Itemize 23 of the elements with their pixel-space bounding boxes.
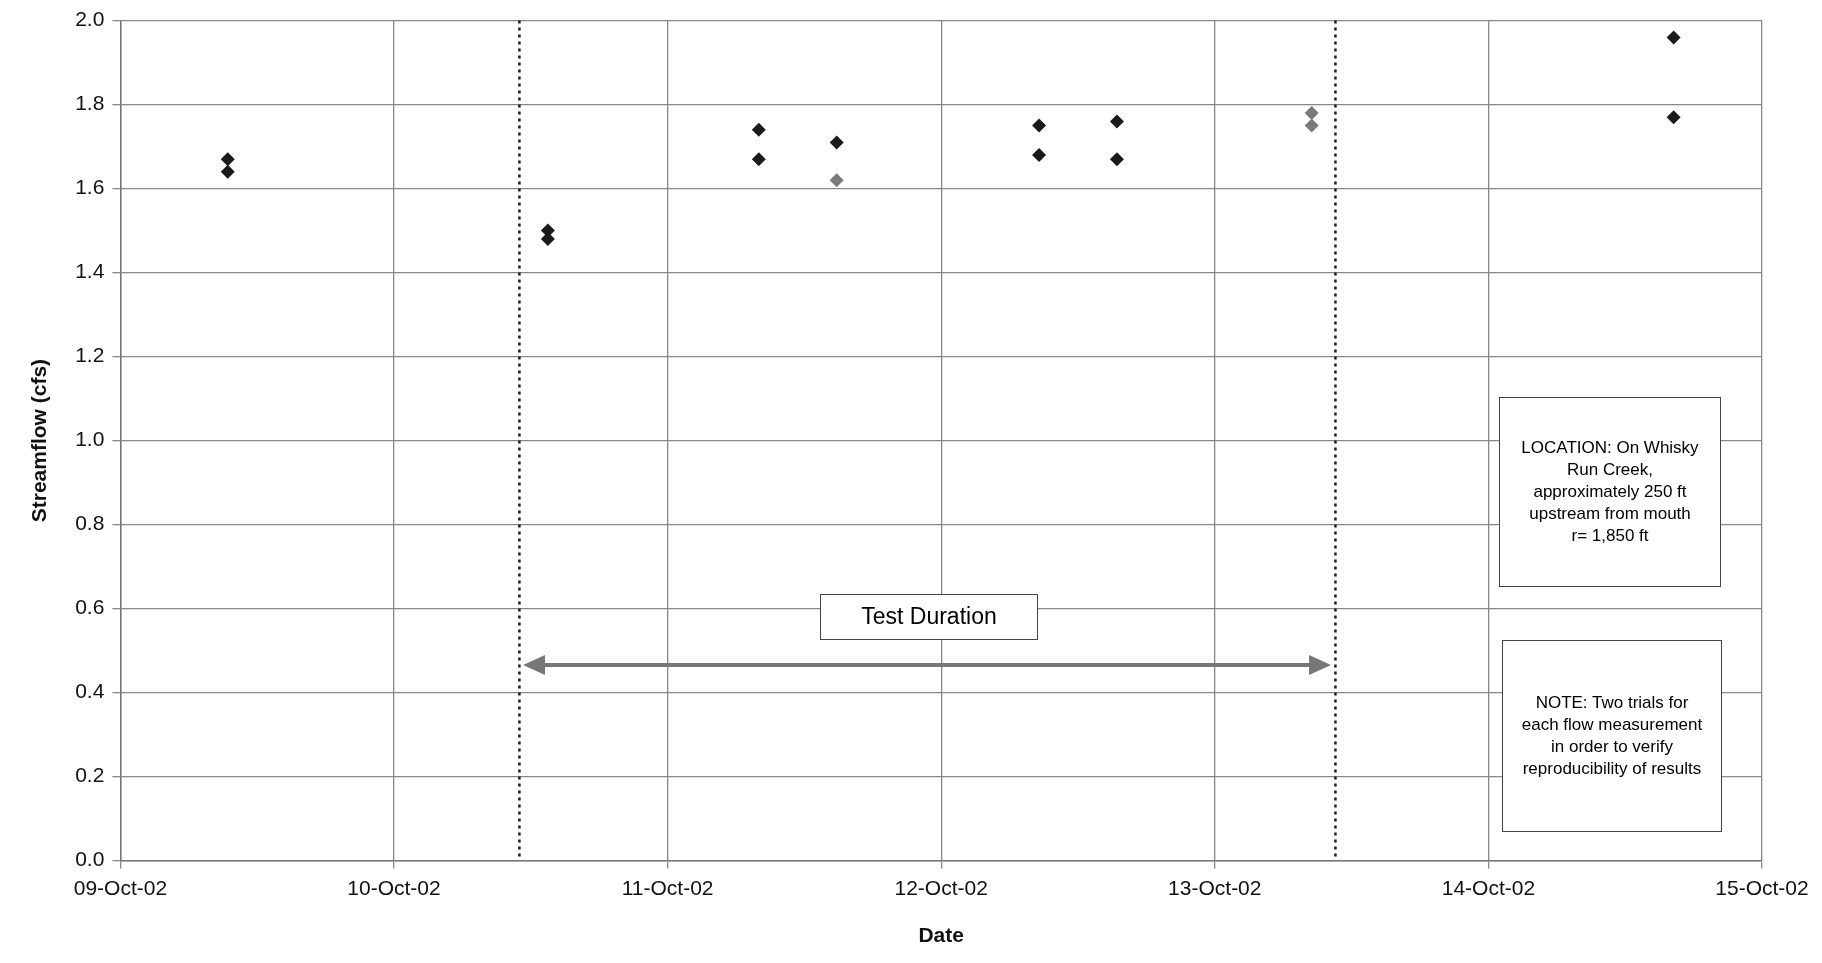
- y-tick-label: 2.0: [75, 7, 105, 31]
- y-tick-label: 1.6: [75, 175, 105, 199]
- y-tick-label: 1.4: [75, 259, 105, 283]
- x-tick-label: 09-Oct-02: [73, 876, 168, 899]
- x-tick-label: 11-Oct-02: [621, 876, 714, 899]
- y-tick-label: 0.4: [75, 679, 105, 703]
- y-tick-label: 1.8: [75, 91, 105, 115]
- x-tick-label: 15-Oct-02: [1715, 876, 1809, 899]
- x-axis-title: Date: [918, 923, 964, 947]
- x-tick-label: 14-Oct-02: [1441, 876, 1536, 899]
- y-tick-label: 1.0: [75, 427, 105, 451]
- y-axis-title: Streamflow (cfs): [27, 358, 51, 523]
- y-tick-label: 0.6: [75, 595, 105, 619]
- y-tick-label: 0.8: [75, 511, 105, 535]
- y-tick-label: 1.2: [75, 343, 105, 367]
- y-tick-label: 0.2: [75, 763, 105, 787]
- x-tick-label: 12-Oct-02: [894, 876, 988, 899]
- text-box: LOCATION: On Whisky Run Creek, approximately 250 ft upstream from mouth r= 1,850 ft: [1499, 397, 1721, 587]
- text-box: NOTE: Two trials for each flow measurement in order to verify reproducibility of results: [1502, 640, 1722, 832]
- x-tick-label: 13-Oct-02: [1168, 876, 1262, 899]
- y-tick-label: 0.0: [75, 847, 105, 871]
- text-box: Test Duration: [820, 594, 1038, 640]
- x-tick-label: 10-Oct-02: [347, 876, 441, 899]
